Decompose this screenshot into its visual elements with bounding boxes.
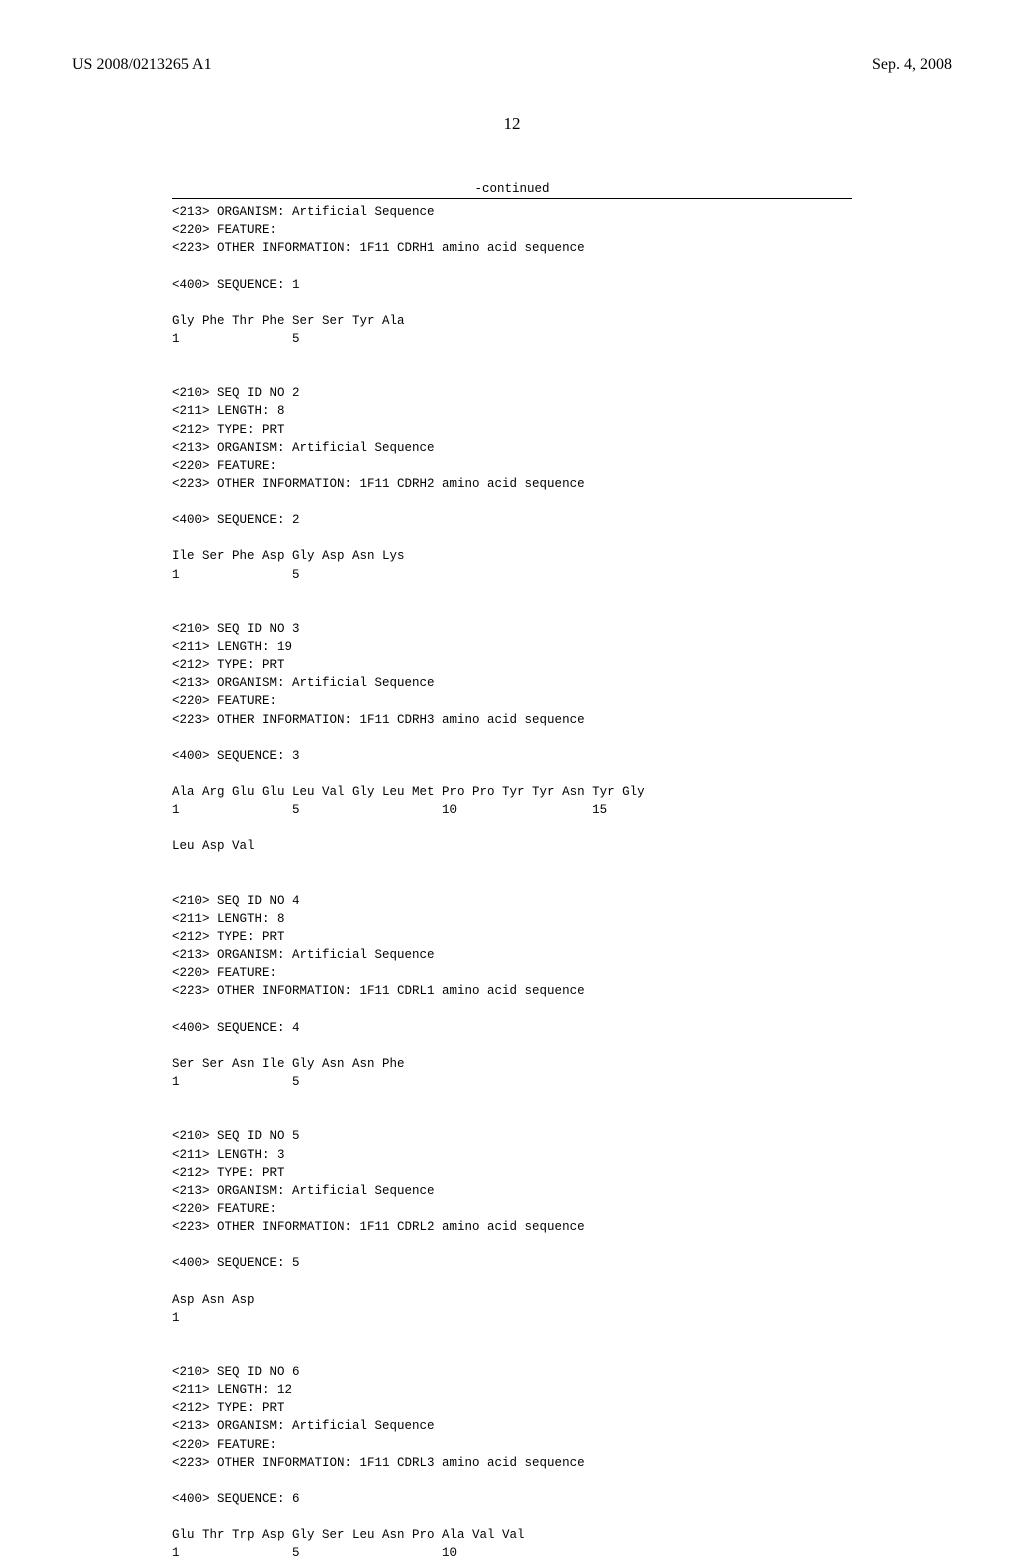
publication-number: US 2008/0213265 A1	[72, 56, 212, 74]
patent-page: US 2008/0213265 A1 Sep. 4, 2008 12 -cont…	[0, 0, 1024, 1320]
page-number: 12	[72, 114, 952, 134]
divider-line	[172, 198, 852, 199]
continued-label: -continued	[172, 182, 852, 196]
page-header: US 2008/0213265 A1 Sep. 4, 2008	[72, 56, 952, 74]
sequence-listing: <213> ORGANISM: Artificial Sequence <220…	[172, 203, 952, 1562]
continued-section: -continued	[172, 182, 852, 199]
publication-date: Sep. 4, 2008	[872, 56, 952, 74]
